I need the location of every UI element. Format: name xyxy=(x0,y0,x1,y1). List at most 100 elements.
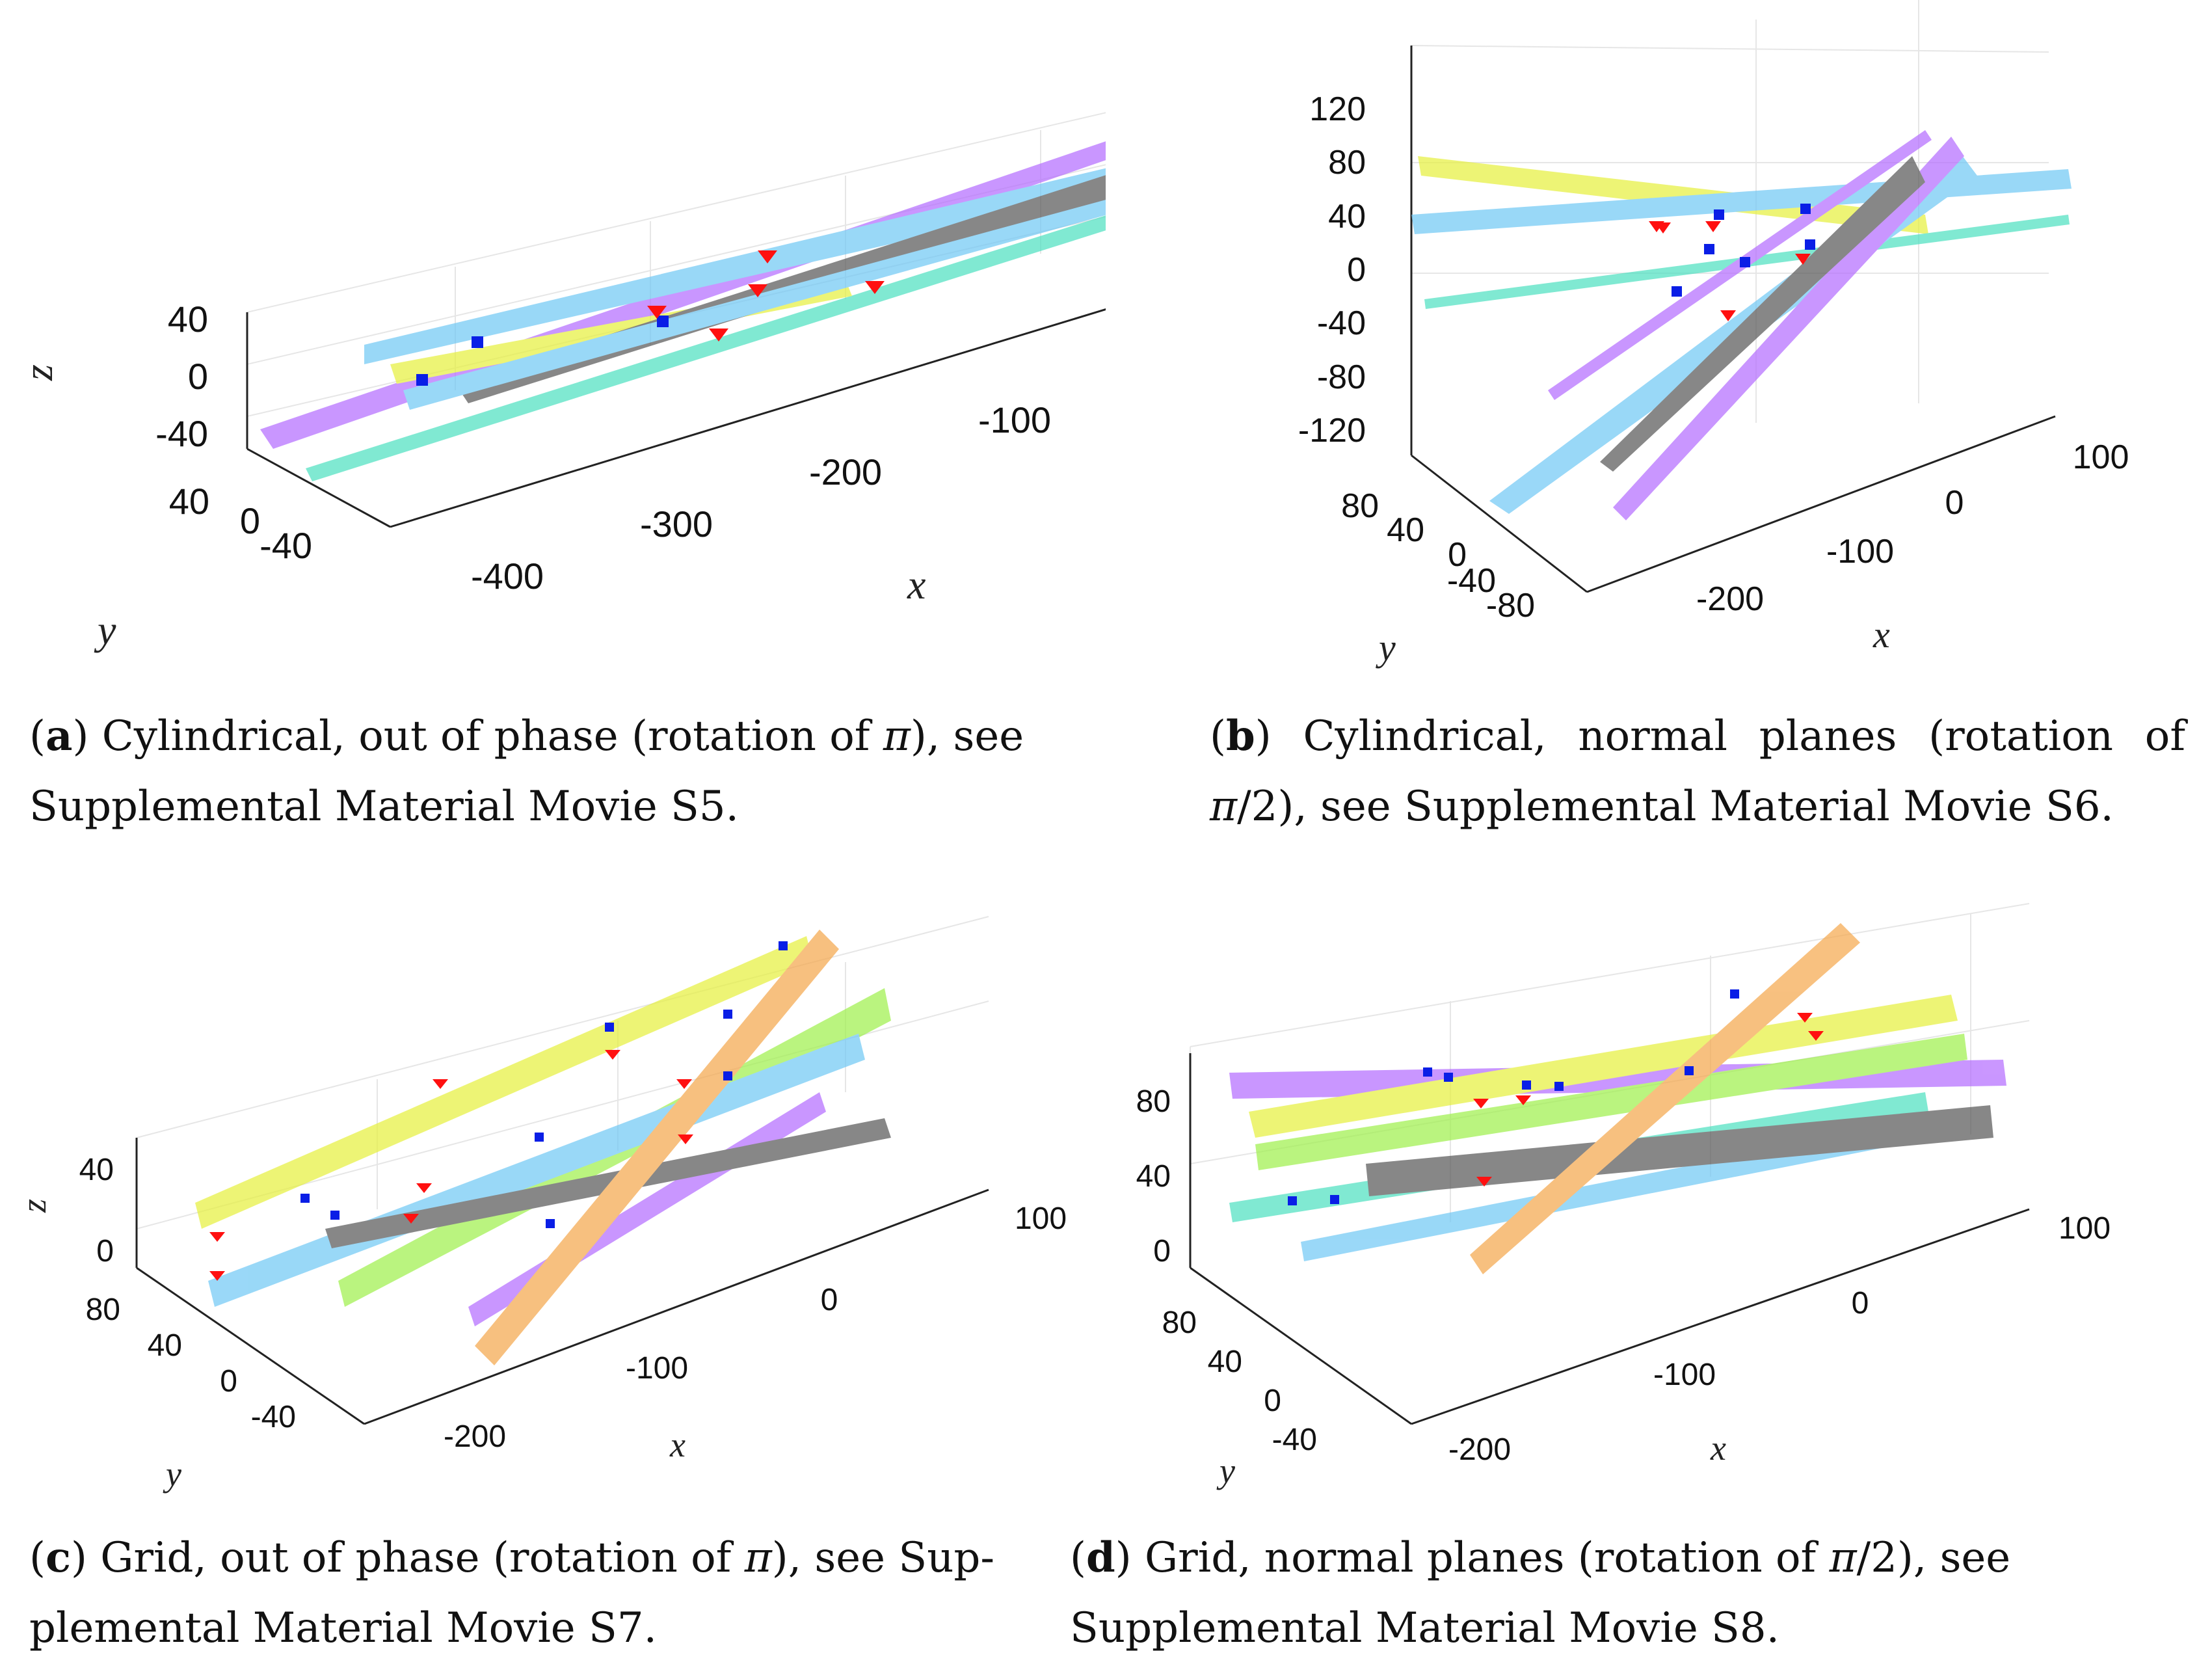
y-tick: 40 xyxy=(1208,1345,1242,1379)
ribbon-green xyxy=(1255,1034,1967,1170)
start-marker xyxy=(546,1219,555,1228)
y-tick: -40 xyxy=(1272,1423,1317,1457)
caption-text: ) Grid, out of phase (rotation of xyxy=(70,1534,745,1582)
start-marker xyxy=(472,336,483,348)
start-marker xyxy=(1554,1082,1564,1091)
end-marker xyxy=(678,1134,693,1144)
end-marker xyxy=(1476,1177,1492,1187)
y-tick: -40 xyxy=(260,525,312,566)
x-axis-label: x xyxy=(669,1425,686,1464)
x-tick: -100 xyxy=(626,1351,688,1386)
x-tick: -100 xyxy=(1653,1358,1716,1392)
caption-line: Supplemental Material Movie S8. xyxy=(1070,1604,1779,1652)
markers-b xyxy=(1649,204,1815,321)
z-tick: 40 xyxy=(1328,198,1366,235)
y-tick: -80 xyxy=(1486,587,1535,624)
x-tick: 0 xyxy=(1945,484,1964,522)
y-tick: 80 xyxy=(1341,487,1379,525)
markers-c xyxy=(209,941,788,1281)
start-marker xyxy=(723,1010,732,1019)
y-tick: 0 xyxy=(220,1364,237,1399)
plot-d: 80 40 0 80 40 0 -40 -200 -100 0 100 x y … xyxy=(1106,903,2111,1490)
y-tick: 0 xyxy=(1448,536,1467,574)
z-tick: 40 xyxy=(79,1153,114,1187)
x-tick: -200 xyxy=(444,1419,506,1454)
start-marker xyxy=(1805,239,1815,250)
end-marker xyxy=(433,1079,448,1089)
z-axis-label: z xyxy=(15,364,61,381)
caption-line: (a) Cylindrical, out of phase (rotation … xyxy=(29,712,1024,760)
end-marker xyxy=(1655,222,1671,234)
start-marker xyxy=(1704,244,1714,254)
grid-c xyxy=(136,916,989,1268)
y-axis-label: y xyxy=(1216,1451,1235,1490)
axes-c xyxy=(135,1138,989,1425)
caption-text: ) Cylindrical, normal planes (rotation o… xyxy=(1255,712,2185,760)
panel-b: 120 80 40 0 -40 -80 -120 80 40 0 -40 -80… xyxy=(1106,0,2211,838)
start-marker xyxy=(1740,257,1750,267)
start-marker xyxy=(330,1211,340,1220)
y-tick: 40 xyxy=(169,481,209,522)
start-marker xyxy=(1730,989,1739,999)
y-axis-label: y xyxy=(94,607,116,653)
caption-a: (a) Cylindrical, out of phase (rotation … xyxy=(29,701,1044,842)
y-tick: 0 xyxy=(240,500,260,541)
x-axis-label: x xyxy=(1872,613,1890,656)
z-tick: 40 xyxy=(1136,1159,1171,1194)
end-marker xyxy=(605,1050,620,1060)
plot-a: 40 0 -40 40 0 -40 -400 -300 -200 -100 0 … xyxy=(15,112,1106,653)
start-marker xyxy=(1714,209,1724,220)
x-tick: 0 xyxy=(821,1283,838,1317)
start-marker xyxy=(535,1133,544,1142)
z-tick: 80 xyxy=(1136,1084,1171,1119)
end-marker xyxy=(758,250,777,263)
caption-letter: d xyxy=(1086,1533,1115,1582)
ribbon-gray xyxy=(1600,156,1925,472)
axes-a xyxy=(246,308,1106,528)
x-tick: -300 xyxy=(640,503,713,544)
caption-line: Supplemental Material Movie S5. xyxy=(29,783,739,831)
y-tick: 40 xyxy=(148,1328,182,1363)
caption-text: ), see xyxy=(910,712,1024,760)
start-marker xyxy=(657,315,669,327)
end-marker xyxy=(1720,310,1736,321)
end-marker xyxy=(1797,1013,1813,1023)
ribbon-teal xyxy=(306,215,1106,481)
ribbon-blue xyxy=(364,168,1106,364)
z-tick: 40 xyxy=(168,299,208,340)
end-marker xyxy=(748,284,767,297)
caption-line: plemental Material Movie S7. xyxy=(29,1604,657,1652)
caption-c: (c) Grid, out of phase (rotation of π), … xyxy=(29,1523,1070,1663)
caption-line: π/2), see Supplemental Material Movie S6… xyxy=(1210,771,2185,842)
ribbon-purple xyxy=(1613,137,1964,520)
z-tick: -40 xyxy=(155,413,208,454)
start-marker xyxy=(1423,1067,1432,1077)
caption-text: /2), see xyxy=(1856,1534,2011,1582)
ribbon-gray xyxy=(1366,1105,1993,1196)
z-tick: -40 xyxy=(1317,304,1366,342)
y-tick: 0 xyxy=(1264,1384,1281,1418)
caption-symbol: π xyxy=(1829,1534,1857,1582)
caption-line: (b) Cylindrical, normal planes (rotation… xyxy=(1210,712,2185,760)
caption-letter: c xyxy=(45,1533,71,1582)
end-marker xyxy=(209,1271,225,1281)
x-tick: 100 xyxy=(1015,1201,1067,1236)
z-tick: 120 xyxy=(1309,90,1366,128)
start-marker xyxy=(300,1194,310,1203)
start-marker xyxy=(723,1071,732,1080)
z-axis-label: z xyxy=(1106,1176,1107,1190)
caption-text: ), see Sup- xyxy=(771,1534,994,1582)
end-marker xyxy=(1515,1095,1531,1105)
panel-d: 80 40 0 80 40 0 -40 -200 -100 0 100 x y … xyxy=(1070,838,2211,1677)
end-marker xyxy=(676,1079,692,1089)
ribbons-a xyxy=(260,141,1106,481)
y-tick: 40 xyxy=(1387,511,1424,549)
plot-c: 40 0 80 40 0 -40 -200 -100 0 100 x y z xyxy=(14,916,1067,1494)
z-tick: 0 xyxy=(1347,251,1366,289)
panel-c: 40 0 80 40 0 -40 -200 -100 0 100 x y z (… xyxy=(0,838,1106,1677)
x-tick: -200 xyxy=(1696,580,1764,618)
start-marker xyxy=(1288,1196,1297,1205)
ribbon-yellow xyxy=(1249,995,1958,1138)
start-marker xyxy=(779,941,788,950)
x-tick: 0 xyxy=(1852,1286,1869,1321)
